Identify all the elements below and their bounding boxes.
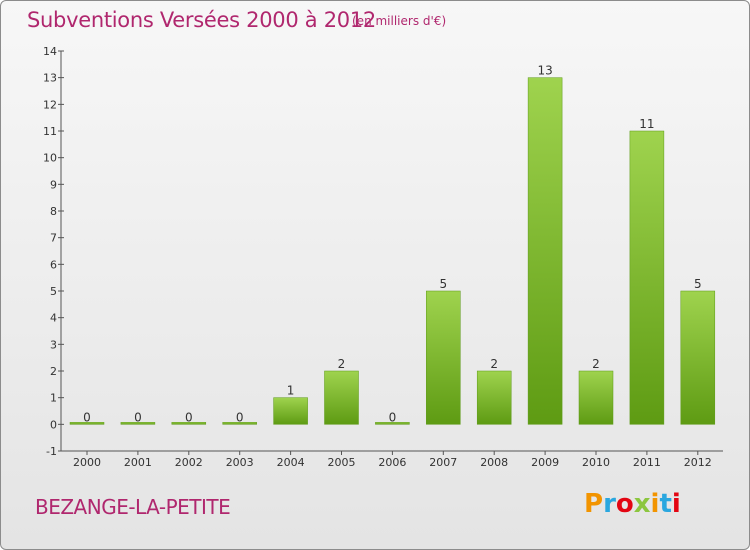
y-tick-label: 1	[50, 392, 57, 405]
y-tick-label: 11	[43, 125, 57, 138]
logo-letter: i	[650, 489, 660, 519]
value-label-2008: 2	[490, 357, 498, 371]
value-label-2000: 0	[83, 410, 91, 424]
value-label-2003: 0	[236, 410, 244, 424]
value-label-2001: 0	[134, 410, 142, 424]
value-label-2010: 2	[592, 357, 600, 371]
x-tick-label: 2009	[531, 456, 559, 469]
x-tick-label: 2004	[277, 456, 305, 469]
logo-letter: x	[633, 489, 651, 519]
y-tick-label: 12	[43, 98, 57, 111]
bar-2005	[324, 370, 359, 425]
bar-2004	[273, 397, 308, 425]
place-name: BEZANGE-LA-PETITE	[35, 495, 231, 519]
y-tick-label: 0	[50, 418, 57, 431]
x-tick-label: 2008	[480, 456, 508, 469]
logo-letter: r	[603, 489, 616, 519]
y-tick-label: -1	[46, 445, 57, 458]
bar-2012	[680, 290, 716, 425]
value-label-2004: 1	[287, 384, 295, 398]
bars	[69, 77, 716, 425]
value-label-2005: 2	[338, 357, 346, 371]
bar-2010	[578, 370, 614, 425]
y-tick-label: 5	[50, 285, 57, 298]
x-tick-label: 2006	[378, 456, 406, 469]
x-tick-label: 2005	[328, 456, 356, 469]
y-tick-label: 7	[50, 232, 57, 245]
bar-2002	[171, 422, 207, 425]
y-tick-label: 6	[50, 258, 57, 271]
bar-2007	[426, 290, 461, 425]
bar-2001	[120, 422, 156, 425]
chart-title: Subventions Versées 2000 à 2012	[27, 8, 376, 32]
y-tick-label: 2	[50, 365, 57, 378]
bar-2000	[69, 422, 105, 425]
proxiti-logo: Proxiti	[584, 489, 681, 519]
value-label-2002: 0	[185, 410, 193, 424]
bar-2008	[476, 370, 512, 425]
y-tick-label: 8	[50, 205, 57, 218]
x-tick-label: 2012	[684, 456, 712, 469]
logo-letter: i	[671, 489, 681, 519]
x-tick-label: 2000	[73, 456, 101, 469]
x-tick-label: 2003	[226, 456, 254, 469]
value-label-2011: 11	[639, 117, 654, 131]
y-tick-label: 10	[43, 152, 57, 165]
logo-letter: o	[615, 489, 634, 519]
bar-2006	[375, 422, 410, 425]
chart-subtitle: (en milliers d'€)	[352, 14, 447, 28]
value-label-2007: 5	[439, 277, 447, 291]
value-labels: 0 0 0 0 1 2 0 5 2 13 2 11 5	[83, 64, 701, 425]
bar-2009	[527, 77, 563, 425]
value-label-2006: 0	[389, 410, 397, 424]
y-tick-label: 3	[50, 338, 57, 351]
y-tick-label: 9	[50, 178, 57, 191]
logo-letter: P	[584, 489, 604, 519]
x-tick-label: 2007	[429, 456, 457, 469]
value-label-2012: 5	[694, 277, 702, 291]
x-tick-label: 2010	[582, 456, 610, 469]
bar-2011	[629, 130, 665, 425]
x-tick-label: 2001	[124, 456, 152, 469]
x-tick-label: 2002	[175, 456, 203, 469]
logo-letter: t	[659, 489, 672, 519]
value-label-2009: 13	[537, 64, 552, 78]
x-tick-label: 2011	[633, 456, 661, 469]
y-tick-label: 13	[43, 72, 57, 85]
y-tick-label: 14	[43, 45, 57, 58]
bar-2003	[222, 422, 257, 425]
y-tick-label: 4	[50, 312, 57, 325]
